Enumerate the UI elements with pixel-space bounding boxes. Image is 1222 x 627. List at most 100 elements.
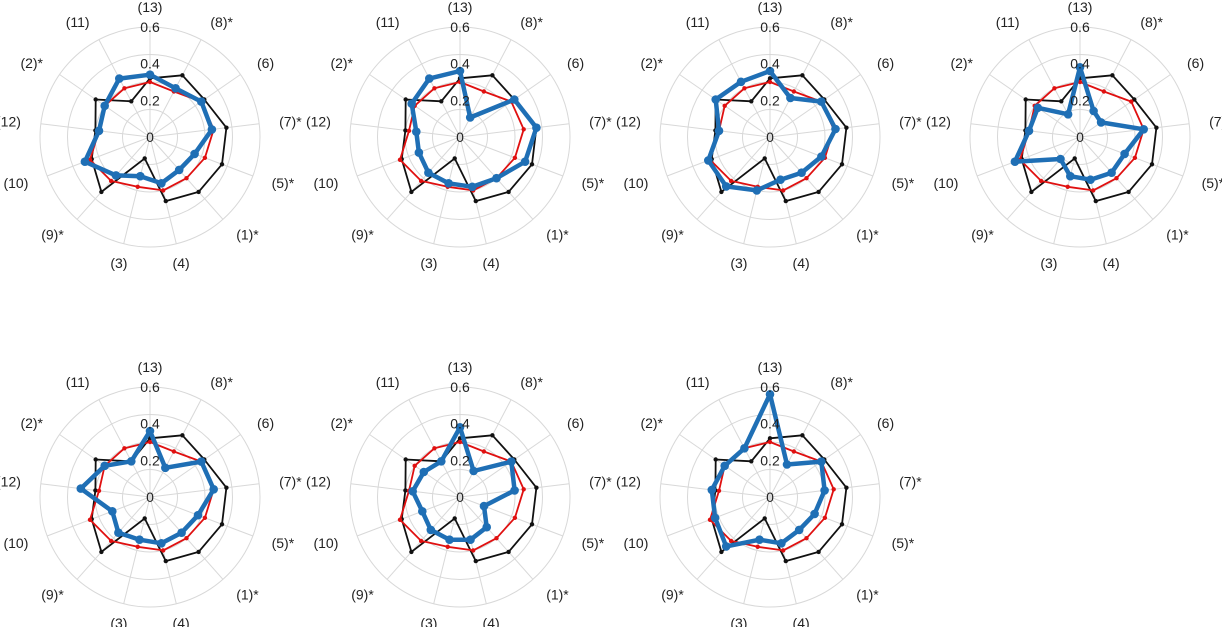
axis-label: (1)* bbox=[546, 586, 569, 602]
radial-tick-label: 0.6 bbox=[1070, 19, 1090, 35]
series-blue-point bbox=[810, 509, 819, 519]
radial-tick-label: 0.6 bbox=[140, 19, 160, 35]
series-red-point bbox=[755, 544, 760, 549]
series-black-point bbox=[473, 198, 478, 204]
axis-label: (5)* bbox=[1202, 175, 1222, 191]
grid-spoke bbox=[149, 399, 202, 498]
axis-label: (11) bbox=[66, 14, 90, 30]
grid-spoke bbox=[149, 136, 254, 177]
series-red-point bbox=[791, 449, 797, 454]
series-blue-point bbox=[76, 484, 86, 493]
series-red-point bbox=[1101, 89, 1107, 94]
series-red-point bbox=[108, 538, 114, 544]
series-blue-point bbox=[510, 95, 519, 104]
series-blue-point bbox=[111, 171, 121, 180]
series-red-point bbox=[161, 188, 166, 193]
series-red-point bbox=[1114, 176, 1119, 181]
grid-spoke bbox=[769, 399, 822, 498]
axis-label: (4) bbox=[793, 255, 810, 271]
series-red-point bbox=[406, 128, 412, 133]
axis-label: (8)* bbox=[830, 374, 853, 390]
series-black-point bbox=[224, 485, 229, 490]
series-red-point bbox=[471, 548, 476, 553]
axis-label: (5)* bbox=[892, 175, 915, 191]
series-blue-point bbox=[174, 165, 184, 175]
axis-label: (10) bbox=[3, 175, 28, 191]
series-black-point bbox=[452, 156, 457, 161]
series-blue-point bbox=[1089, 106, 1098, 116]
axis-label: (4) bbox=[793, 615, 810, 627]
axis-label: (7)* bbox=[279, 473, 302, 489]
axis-label: (6) bbox=[1187, 55, 1204, 71]
axis-label: (13) bbox=[758, 0, 783, 15]
series-red-point bbox=[147, 439, 153, 445]
series-blue-point bbox=[776, 175, 785, 184]
radial-tick-label: 0 bbox=[456, 489, 464, 505]
series-blue-point bbox=[145, 426, 155, 436]
series-black-point bbox=[713, 457, 718, 462]
axis-label: (13) bbox=[1068, 0, 1093, 15]
axis-label: (2)* bbox=[330, 55, 353, 71]
series-black-point bbox=[816, 189, 821, 195]
axis-label: (12) bbox=[0, 113, 21, 129]
series-blue-point bbox=[1024, 126, 1034, 136]
series-red-point bbox=[147, 79, 153, 85]
series-blue-point bbox=[455, 423, 465, 432]
radial-tick-label: 0.2 bbox=[450, 92, 470, 108]
axis-label: (4) bbox=[1103, 255, 1120, 271]
series-blue-point bbox=[190, 149, 199, 159]
series-blue-point bbox=[707, 485, 717, 495]
axis-label: (13) bbox=[448, 0, 473, 15]
axis-label: (8)* bbox=[520, 14, 543, 30]
series-blue-point bbox=[426, 525, 436, 535]
axis-label: (4) bbox=[483, 255, 500, 271]
radar-panel-5: 0 0.2 0.4 0.6 (13) (8)* (6) (7)* (5)* (1)* (4) (3) (… bbox=[0, 359, 302, 627]
axis-label: (2)* bbox=[640, 415, 663, 431]
axis-label: (12) bbox=[616, 473, 641, 489]
axis-label: (1)* bbox=[236, 226, 259, 242]
series-black-point bbox=[1059, 99, 1064, 104]
series-red-point bbox=[161, 548, 166, 553]
series-black-point bbox=[762, 156, 767, 161]
series-blue-point bbox=[1063, 110, 1073, 119]
series-blue-point bbox=[704, 156, 713, 165]
series-blue-point bbox=[136, 171, 145, 181]
axis-label: (8)* bbox=[210, 14, 233, 30]
radial-tick-label: 0.6 bbox=[450, 19, 470, 35]
series-black-point bbox=[403, 488, 408, 493]
series-blue-point bbox=[721, 542, 731, 551]
grid-spoke bbox=[459, 74, 551, 138]
series-red-point bbox=[716, 488, 722, 493]
axis-label: (6) bbox=[877, 55, 894, 71]
axis-label: (7)* bbox=[899, 113, 922, 129]
axis-label: (9)* bbox=[351, 226, 374, 242]
radial-tick-label: 0.4 bbox=[760, 416, 780, 432]
grid-spoke bbox=[459, 123, 570, 138]
axis-label: (7)* bbox=[589, 473, 612, 489]
series-black-point bbox=[844, 485, 849, 490]
axis-label: (12) bbox=[0, 473, 21, 489]
series-red-point bbox=[831, 487, 836, 492]
axis-label: (4) bbox=[173, 615, 190, 627]
series-red-point bbox=[135, 544, 140, 549]
series-blue-point bbox=[765, 66, 775, 76]
radar-panel-2: 0 0.2 0.4 0.6 (13) (8)* (6) (7)* (5)* (1)* (4) (3) (… bbox=[306, 0, 612, 271]
series-black-point bbox=[93, 457, 98, 462]
series-blue-point bbox=[817, 97, 826, 106]
axis-label: (1)* bbox=[236, 586, 259, 602]
series-black-point bbox=[839, 522, 845, 527]
series-black-point bbox=[800, 73, 805, 78]
series-black-point bbox=[783, 558, 788, 564]
series-red-point bbox=[397, 517, 403, 522]
series-blue-point bbox=[469, 466, 478, 476]
series-blue-point bbox=[711, 95, 720, 104]
series-blue-point bbox=[820, 486, 829, 495]
series-blue-point bbox=[817, 457, 826, 466]
radar-panel-1: 0 0.2 0.4 0.6 (13) (8)* (6) (7)* (5)* (1)* (4) (3) (… bbox=[0, 0, 302, 271]
grid-spoke bbox=[149, 74, 241, 138]
series-blue-point bbox=[127, 457, 136, 466]
axis-label: (12) bbox=[926, 113, 951, 129]
grid-spoke bbox=[1079, 74, 1171, 138]
series-red-point bbox=[432, 446, 437, 451]
series-red-point bbox=[457, 439, 463, 445]
